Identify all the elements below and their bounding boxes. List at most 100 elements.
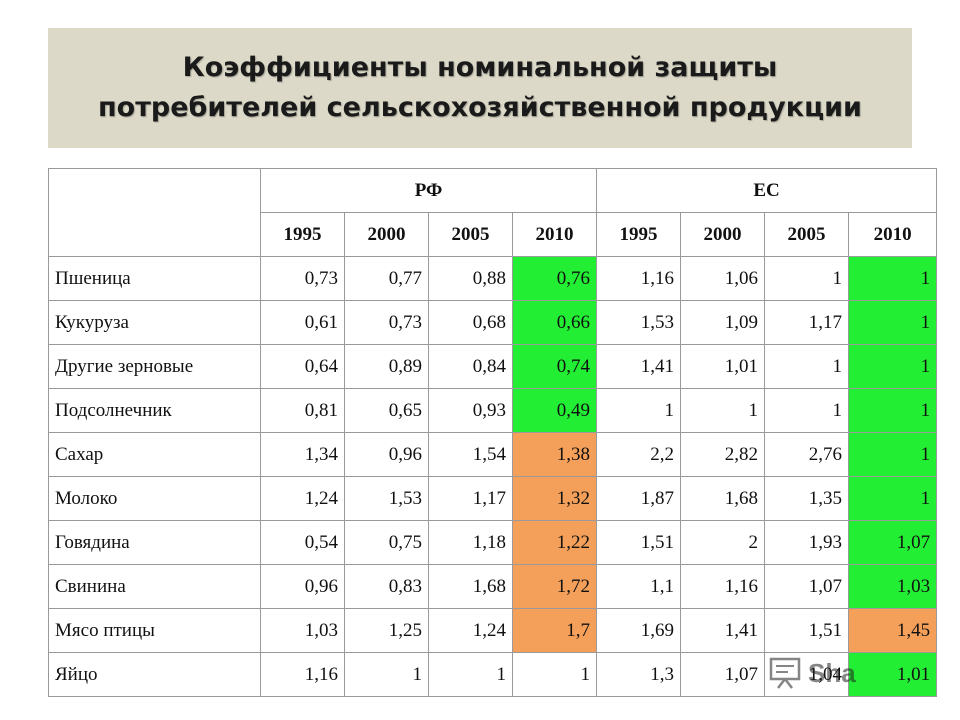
value-cell: 1,68 [428, 564, 513, 609]
value-cell: 1,24 [260, 476, 345, 521]
value-cell: 1 [764, 256, 850, 301]
value-cell: 1,41 [680, 608, 766, 653]
value-cell: 0,74 [511, 344, 598, 389]
corner-cell [48, 168, 261, 257]
table-row: Пшеница 0,73 0,77 0,88 0,76 1,16 1,06 1 1 [48, 256, 938, 301]
coefficients-table: РФ ЕС 1995 2000 2005 2010 1995 2000 2005… [48, 168, 938, 697]
product-name: Молоко [48, 476, 261, 521]
value-cell: 1,16 [596, 256, 682, 301]
value-cell: 1,25 [344, 608, 429, 653]
value-cell: 1,35 [764, 476, 850, 521]
value-cell: 1,3 [596, 652, 682, 697]
value-cell: 1 [848, 432, 938, 477]
presentation-board-icon [769, 657, 801, 689]
value-cell: 1,1 [596, 564, 682, 609]
table-row: Говядина 0,54 0,75 1,18 1,22 1,51 2 1,93 1,07 [48, 520, 938, 565]
value-cell: 1,09 [680, 300, 766, 345]
group-header-rf: РФ [259, 168, 598, 213]
table-row: Другие зерновые 0,64 0,89 0,84 0,74 1,41 1,01 1… [48, 344, 938, 389]
value-cell: 0,61 [260, 300, 345, 345]
value-cell: 1,54 [428, 432, 513, 477]
value-cell: 1,38 [511, 432, 598, 477]
product-name: Сахар [48, 432, 261, 477]
value-cell: 1 [511, 652, 598, 697]
value-cell: 1,34 [260, 432, 345, 477]
value-cell: 1 [848, 388, 938, 433]
product-name: Пшеница [48, 256, 261, 301]
value-cell: 2,2 [596, 432, 682, 477]
value-cell: 0,81 [260, 388, 345, 433]
value-cell: 1 [848, 476, 938, 521]
value-cell: 1,41 [596, 344, 682, 389]
value-cell: 1 [428, 652, 513, 697]
value-cell: 1 [596, 388, 682, 433]
table-body: Пшеница 0,73 0,77 0,88 0,76 1,16 1,06 1 1 Кукуруз… [48, 256, 938, 697]
value-cell: 1,07 [764, 564, 850, 609]
product-name: Кукуруза [48, 300, 261, 345]
watermark-text: Sha [808, 657, 856, 688]
value-cell: 1,01 [848, 652, 938, 697]
value-cell: 0,93 [428, 388, 513, 433]
title-box: Коэффициенты номинальной защиты потребит… [48, 28, 912, 148]
value-cell: 1,69 [596, 608, 682, 653]
value-cell: 1,32 [511, 476, 598, 521]
value-cell: 0,76 [511, 256, 598, 301]
watermark: Sha [768, 656, 856, 690]
value-cell: 1,45 [848, 608, 938, 653]
year-header: 2010 [848, 212, 938, 257]
value-cell: 2,82 [680, 432, 766, 477]
group-header-ec: ЕС [596, 168, 938, 213]
table-row: Молоко 1,24 1,53 1,17 1,32 1,87 1,68 1,35 1 [48, 476, 938, 521]
year-header: 2000 [344, 212, 429, 257]
value-cell: 0,75 [344, 520, 429, 565]
value-cell: 2 [680, 520, 766, 565]
value-cell: 1 [848, 256, 938, 301]
page-title-line-2: потребителей сельскохозяйственной продук… [98, 92, 862, 123]
value-cell: 1,7 [511, 608, 598, 653]
value-cell: 1,01 [680, 344, 766, 389]
value-cell: 0,65 [344, 388, 429, 433]
value-cell: 1,72 [511, 564, 598, 609]
value-cell: 1,06 [680, 256, 766, 301]
value-cell: 0,73 [260, 256, 345, 301]
value-cell: 1,87 [596, 476, 682, 521]
value-cell: 1,07 [680, 652, 766, 697]
value-cell: 1,22 [511, 520, 598, 565]
value-cell: 1,53 [596, 300, 682, 345]
table-row: Сахар 1,34 0,96 1,54 1,38 2,2 2,82 2,76 1 [48, 432, 938, 477]
year-header-row: 1995 2000 2005 2010 1995 2000 2005 2010 [49, 212, 938, 257]
value-cell: 1,03 [260, 608, 345, 653]
value-cell: 1 [848, 300, 938, 345]
value-cell: 0,89 [344, 344, 429, 389]
value-cell: 1,07 [848, 520, 938, 565]
year-header: 1995 [260, 212, 345, 257]
value-cell: 1,53 [344, 476, 429, 521]
value-cell: 0,77 [344, 256, 429, 301]
value-cell: 1,17 [428, 476, 513, 521]
value-cell: 1,24 [428, 608, 513, 653]
value-cell: 1 [848, 344, 938, 389]
value-cell: 0,88 [428, 256, 513, 301]
table-row: Подсолнечник 0,81 0,65 0,93 0,49 1 1 1 1 [48, 388, 938, 433]
year-header: 2005 [428, 212, 513, 257]
value-cell: 1,17 [764, 300, 850, 345]
table-row: Свинина 0,96 0,83 1,68 1,72 1,1 1,16 1,07 1,03 [48, 564, 938, 609]
value-cell: 0,96 [344, 432, 429, 477]
table-row: Кукуруза 0,61 0,73 0,68 0,66 1,53 1,09 1,17 1 [48, 300, 938, 345]
value-cell: 1,93 [764, 520, 850, 565]
value-cell: 0,68 [428, 300, 513, 345]
year-header: 1995 [596, 212, 682, 257]
value-cell: 1,51 [596, 520, 682, 565]
value-cell: 1 [680, 388, 766, 433]
value-cell: 0,54 [260, 520, 345, 565]
table-row: Мясо птицы 1,03 1,25 1,24 1,7 1,69 1,41 1,51 1,4… [48, 608, 938, 653]
product-name: Говядина [48, 520, 261, 565]
group-header-row: РФ ЕС [48, 168, 938, 257]
product-name: Подсолнечник [48, 388, 261, 433]
value-cell: 0,64 [260, 344, 345, 389]
value-cell: 1,16 [680, 564, 766, 609]
product-name: Другие зерновые [48, 344, 261, 389]
year-header: 2000 [680, 212, 766, 257]
year-header: 2005 [764, 212, 850, 257]
product-name: Свинина [48, 564, 261, 609]
